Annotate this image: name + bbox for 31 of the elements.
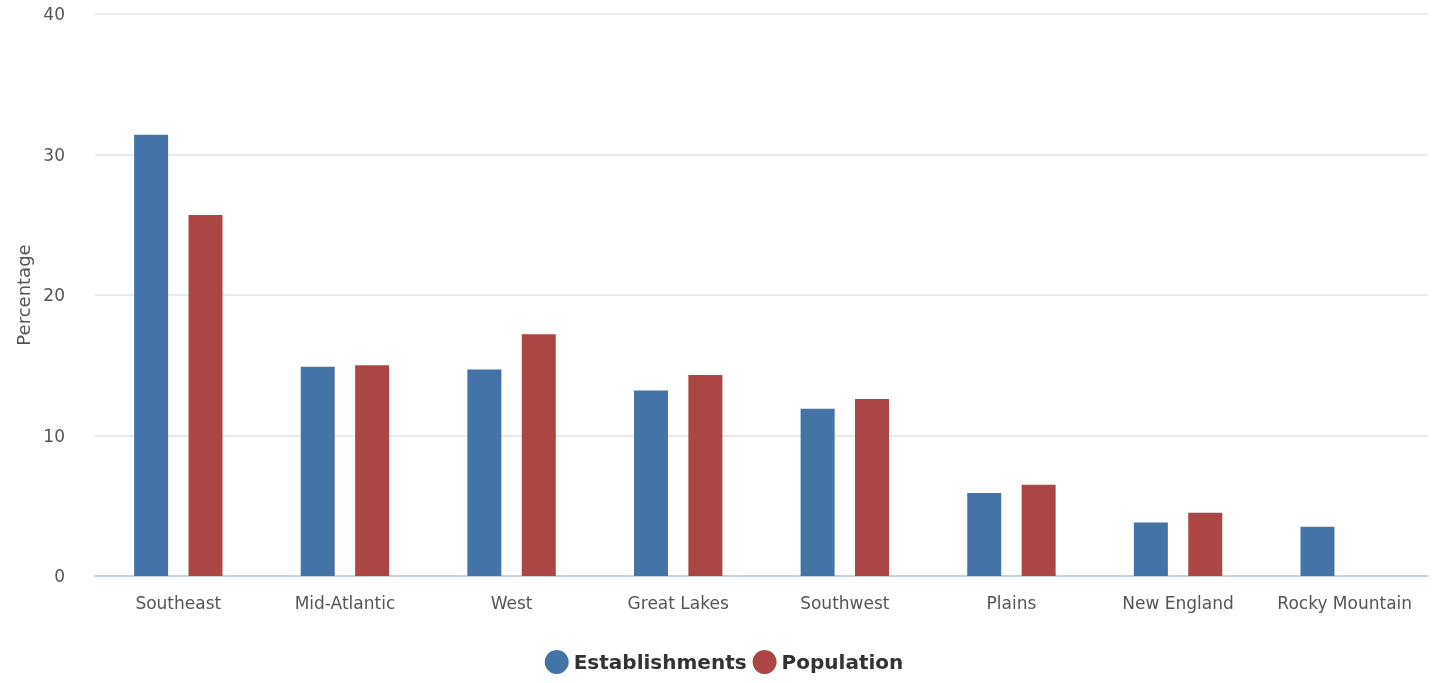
- bar: [967, 493, 1002, 576]
- bar: [188, 214, 223, 576]
- legend-label: Establishments: [573, 650, 747, 674]
- legend-label: Population: [781, 650, 904, 674]
- y-tick-label: 0: [54, 566, 65, 586]
- y-tick-label: 40: [43, 4, 65, 24]
- x-tick-label: Southwest: [800, 592, 890, 613]
- x-tick-label: West: [490, 592, 533, 613]
- bar: [1021, 484, 1056, 576]
- y-tick-label: 30: [43, 144, 65, 165]
- x-tick-label: Plains: [986, 592, 1037, 613]
- y-tick-label: 10: [43, 425, 65, 446]
- bar: [855, 398, 890, 576]
- x-tick-label: Southeast: [135, 592, 222, 613]
- bar: [521, 334, 556, 576]
- bar: [800, 408, 835, 576]
- bar: [300, 366, 335, 576]
- y-tick-label: 20: [43, 285, 65, 305]
- bar: [1133, 522, 1168, 576]
- x-tick-label: Rocky Mountain: [1277, 592, 1413, 613]
- bar: [467, 369, 502, 576]
- x-tick-label: Mid-Atlantic: [294, 592, 396, 613]
- x-tick-label: Great Lakes: [627, 592, 729, 613]
- bar: [688, 375, 723, 576]
- y-axis-title: Percentage: [12, 244, 34, 346]
- bar: [1188, 512, 1223, 576]
- bar: [134, 134, 169, 576]
- bar: [355, 365, 390, 576]
- x-tick-label: New England: [1122, 592, 1234, 613]
- bar: [1300, 526, 1335, 576]
- bar: [633, 390, 668, 576]
